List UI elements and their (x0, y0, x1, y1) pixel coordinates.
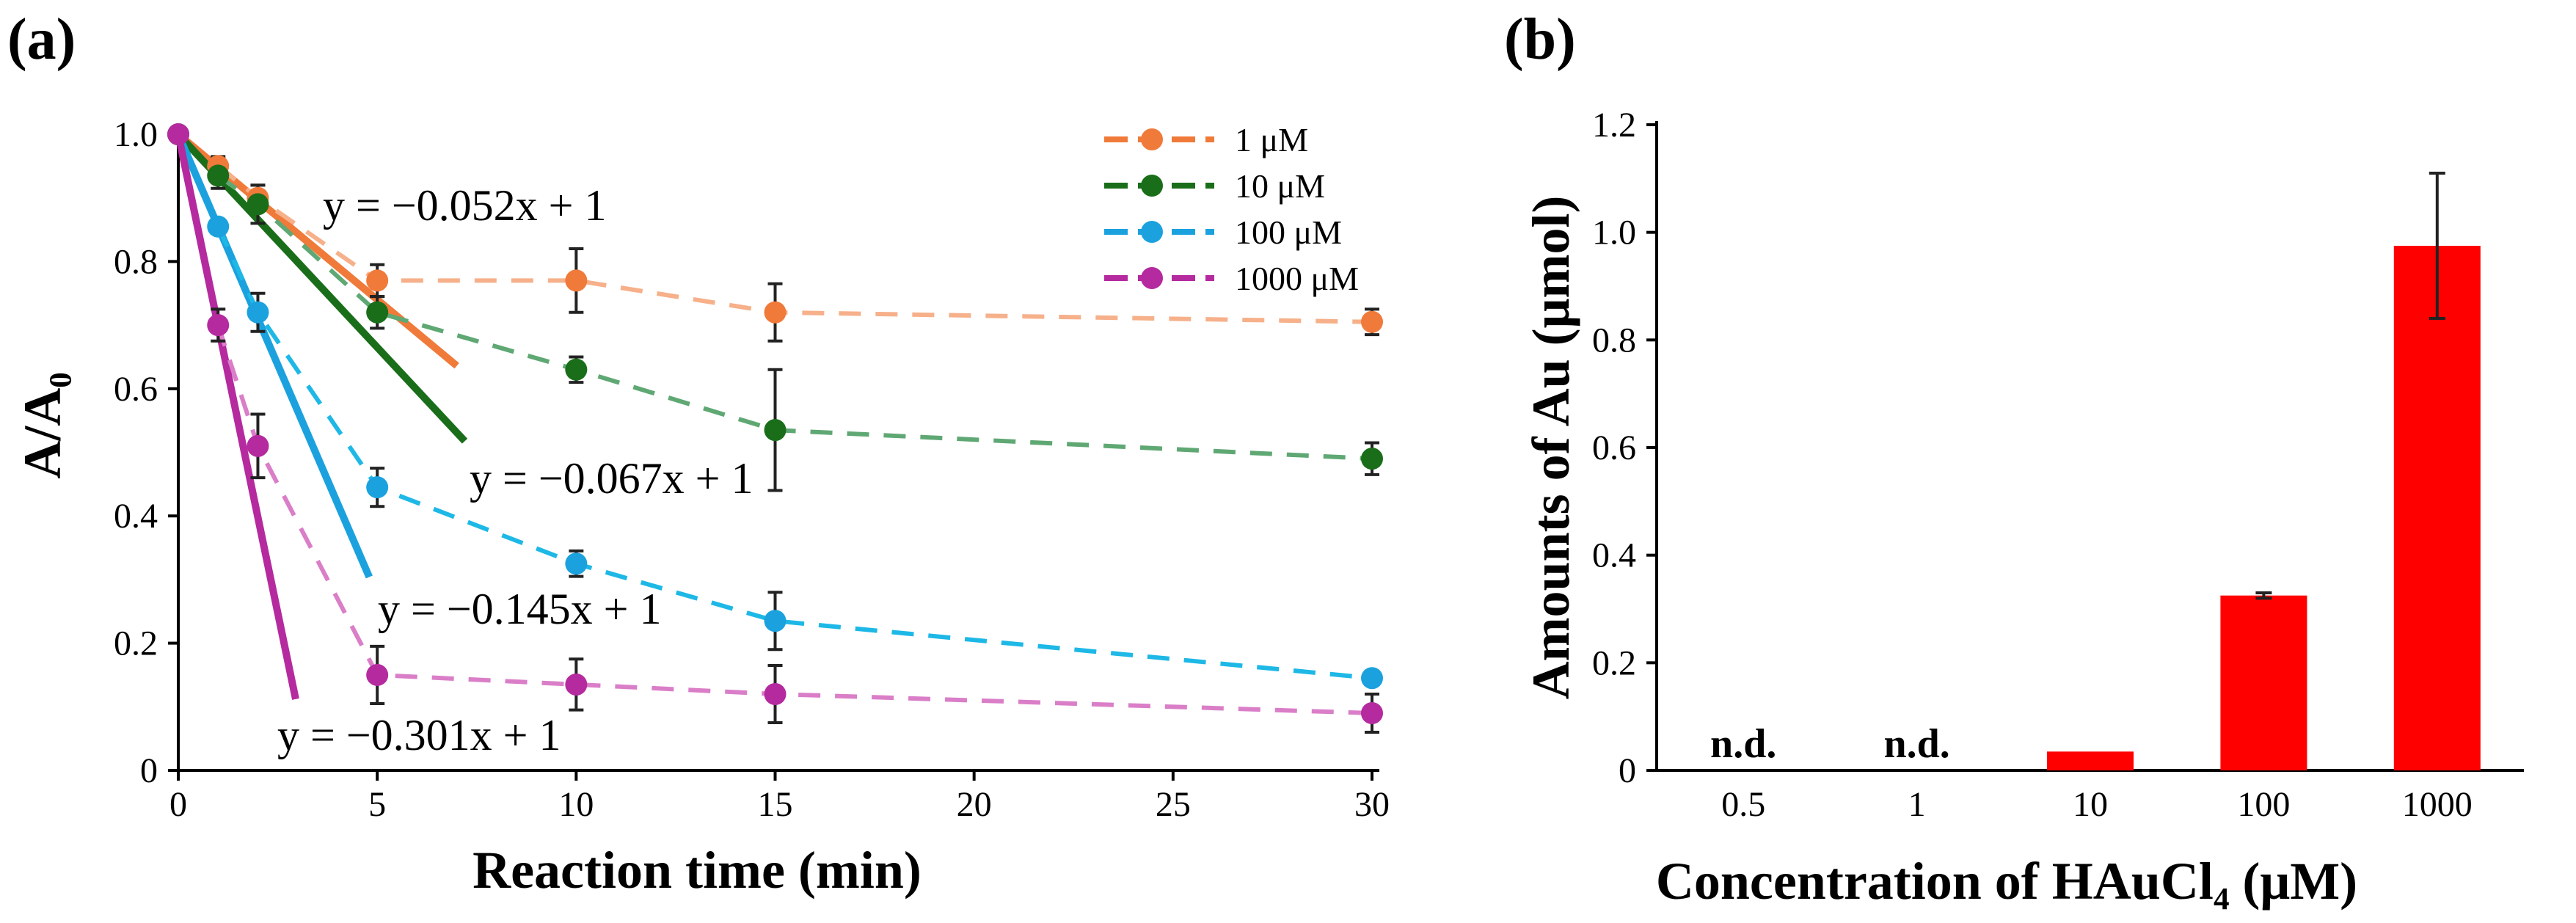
a-fit-equation-3: y = −0.301x + 1 (277, 711, 561, 759)
a-data-point (1361, 667, 1383, 690)
a-x-tick-label: 5 (368, 785, 386, 824)
b-annotation-1: n.d. (1883, 721, 1949, 767)
panel-a-label: (a) (7, 7, 76, 72)
a-y-tick-label: 0.4 (114, 497, 158, 536)
a-data-point (247, 193, 269, 216)
b-bar-3 (2220, 595, 2307, 770)
a-legend-label-2: 100 μM (1235, 214, 1342, 251)
a-data-point (764, 682, 787, 705)
a-data-point (565, 269, 588, 292)
a-data-point (366, 301, 389, 324)
b-y-tick-label: 0 (1619, 751, 1636, 790)
a-data-point (366, 663, 389, 686)
a-x-tick-label: 15 (758, 785, 793, 824)
a-y-tick-label: 0.8 (114, 242, 158, 281)
panel-b-ylabel: Amounts of Au (μmol) (1522, 196, 1580, 700)
a-data-point (1361, 701, 1383, 724)
panel-b-label: (b) (1504, 7, 1576, 72)
a-data-point (565, 673, 588, 696)
a-fit-equation-0: y = −0.052x + 1 (323, 181, 607, 230)
panel-b-ticks: 0 0.2 0.4 0.6 0.8 1.0 1.2 0.5 1 10 100 1000 (1592, 106, 2473, 824)
a-y-tick-label: 0 (140, 751, 158, 790)
a-legend-label-1: 10 μM (1235, 167, 1325, 205)
b-y-tick-label: 0.8 (1592, 321, 1636, 360)
a-x-tick-label: 10 (558, 785, 594, 824)
panel-b-bar-chart: (b) Amounts of Au (μmol) Concentration o… (1504, 7, 2524, 911)
a-x-tick-label: 0 (169, 785, 187, 824)
panel-a-legend: 1 μM 10 μM 100 μM 1000 μM (1104, 121, 1359, 297)
a-fit-line-3 (175, 133, 299, 700)
panel-b-xlabel: Concentration of HAuCl₄ (μM) (1656, 852, 2357, 911)
b-x-tick-label: 1000 (2402, 785, 2473, 824)
a-data-point (366, 269, 389, 292)
a-data-line-2 (216, 225, 1373, 681)
a-legend-marker-3 (1141, 267, 1163, 289)
a-legend-marker-0 (1141, 128, 1163, 150)
a-data-point (247, 301, 269, 324)
b-x-tick-label: 0.5 (1721, 785, 1765, 824)
a-data-point (247, 434, 269, 457)
a-data-point (207, 164, 230, 187)
a-y-tick-label: 0.2 (114, 624, 158, 663)
a-data-point (565, 358, 588, 381)
panel-b-axes (1655, 121, 2524, 772)
panel-b-error-bars (2255, 172, 2445, 600)
a-fit-equation-2: y = −0.145x + 1 (378, 585, 662, 633)
a-data-point (764, 301, 787, 324)
b-error-bar-3 (2255, 591, 2272, 600)
a-fit-line-1 (175, 131, 468, 444)
a-y-tick-label: 1.0 (114, 115, 158, 154)
a-data-point (167, 123, 189, 145)
a-legend-marker-2 (1141, 221, 1163, 243)
panel-b-bars (2047, 246, 2481, 770)
b-error-bar-4 (2429, 172, 2445, 320)
b-y-tick-label: 0.6 (1592, 428, 1636, 467)
b-bar-4 (2393, 246, 2481, 770)
a-data-point (207, 314, 230, 337)
a-legend-label-3: 1000 μM (1235, 260, 1359, 297)
panel-b-annotations: n.d. n.d. (1710, 721, 1950, 767)
a-data-line-3 (216, 324, 1373, 715)
panel-a-error-bars (211, 155, 1379, 734)
b-annotation-0: n.d. (1710, 721, 1776, 767)
b-y-tick-label: 1.2 (1592, 106, 1636, 145)
a-data-point (764, 419, 787, 442)
a-x-tick-label: 30 (1354, 785, 1390, 824)
panel-a-data-points (167, 123, 1383, 724)
a-data-point (764, 610, 787, 632)
a-y-tick-label: 0.6 (114, 370, 158, 409)
a-data-point (1361, 310, 1383, 333)
a-fit-equation-1: y = −0.067x + 1 (470, 454, 754, 503)
b-y-tick-label: 0.2 (1592, 643, 1636, 682)
a-x-tick-label: 20 (957, 785, 992, 824)
a-legend-marker-1 (1141, 175, 1163, 197)
a-data-point (1361, 448, 1383, 470)
panel-a-ticks: 0 5 10 15 20 25 30 0 0.2 0.4 0.6 0.8 1.0 (114, 115, 1390, 824)
b-bar-2 (2047, 751, 2134, 770)
panel-a-fit-equations: y = −0.052x + 1 y = −0.067x + 1 y = −0.145… (277, 181, 754, 759)
panel-a-xlabel: Reaction time (min) (472, 841, 922, 900)
panel-a-line-chart: (a) A/A₀ Reaction time (min) 0 5 10 15 20 25 3… (7, 7, 1390, 900)
b-x-tick-label: 1 (1908, 785, 1926, 824)
a-x-tick-label: 25 (1156, 785, 1191, 824)
a-legend-label-0: 1 μM (1235, 121, 1308, 158)
a-data-point (366, 476, 389, 499)
b-y-tick-label: 0.4 (1592, 536, 1636, 575)
b-y-tick-label: 1.0 (1592, 214, 1636, 252)
a-fit-line-2 (175, 133, 373, 579)
a-data-point (207, 215, 230, 238)
b-x-tick-label: 10 (2073, 785, 2108, 824)
panel-a-ylabel: A/A₀ (13, 372, 72, 479)
b-x-tick-label: 100 (2237, 785, 2290, 824)
a-data-point (565, 552, 588, 575)
